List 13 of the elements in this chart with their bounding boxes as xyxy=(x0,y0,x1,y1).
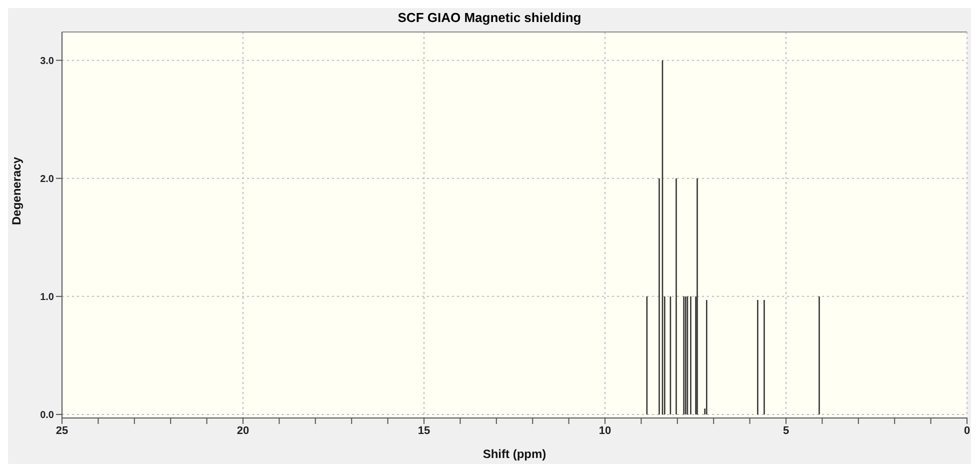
y-tick-label: 3.0 xyxy=(40,56,54,67)
x-tick-label: 25 xyxy=(56,424,68,437)
x-tick-label: 15 xyxy=(418,424,430,437)
x-tick-label: 5 xyxy=(782,424,790,437)
y-axis-title: Degeneracy xyxy=(9,156,24,225)
x-axis-title: Shift (ppm) xyxy=(482,447,546,461)
chart-title: SCF GIAO Magnetic shielding xyxy=(396,9,582,27)
x-tick-label: 20 xyxy=(236,424,250,437)
x-tick-label: 0 xyxy=(964,424,970,437)
y-tick-label: 1.0 xyxy=(40,292,54,303)
x-tick-label: 10 xyxy=(598,424,612,437)
y-tick-label: 2.0 xyxy=(40,174,54,185)
y-tick-label: 0.0 xyxy=(40,410,54,422)
